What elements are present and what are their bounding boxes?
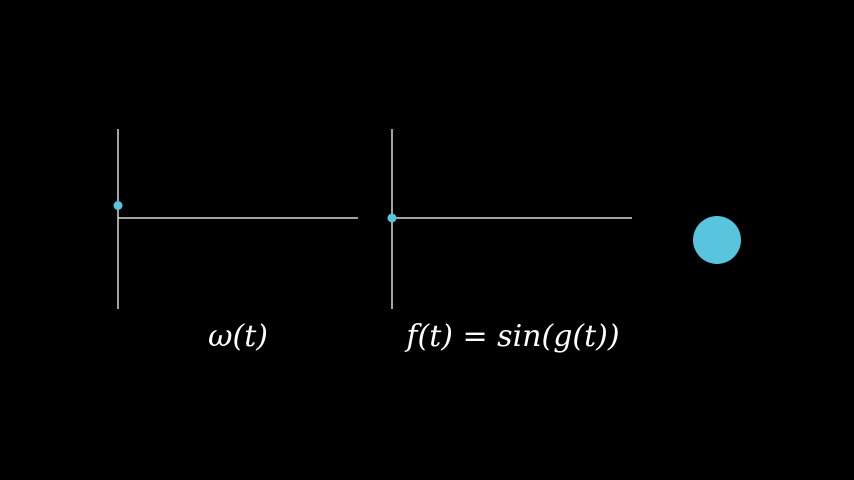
- omega-label: ω(t): [208, 319, 268, 354]
- sine-tracer-dot: [387, 213, 397, 223]
- sine-graph: f(t) = sin(g(t)): [387, 129, 632, 354]
- sine-label: f(t) = sin(g(t)): [404, 319, 619, 354]
- omega-graph: ω(t): [113, 129, 358, 354]
- omega-tracer-dot: [113, 201, 123, 210]
- rotating-dot: [693, 216, 741, 264]
